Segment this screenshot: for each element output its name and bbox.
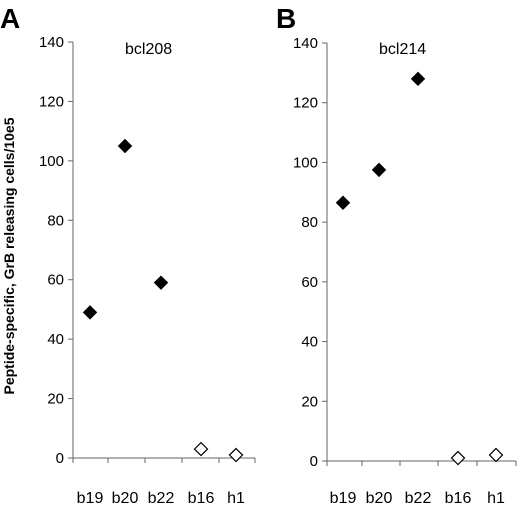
y-tick-label: 100 (39, 153, 64, 170)
data-point-b20 (371, 162, 387, 178)
data-point-b22 (153, 275, 169, 290)
x-tick-label: h1 (227, 490, 245, 507)
panel-letter: A (0, 3, 20, 34)
chart-title: bcl214 (379, 41, 426, 58)
y-tick-label: 120 (39, 93, 64, 110)
data-point-b20 (117, 138, 133, 154)
x-tick-label: b19 (77, 490, 104, 507)
y-tick-label: 60 (47, 272, 64, 289)
y-tick-label: 40 (47, 331, 64, 348)
panel-b: B bcl214 0 20 40 60 80 100 120 140 b19 b20 b22 b16 h… (276, 3, 517, 507)
data-point-b16 (193, 441, 209, 457)
data-point-b19 (82, 305, 98, 320)
x-tick-label: b22 (405, 490, 432, 507)
y-tick-label: 80 (301, 214, 318, 231)
panel-letter: B (276, 3, 296, 34)
y-tick-label: 120 (293, 95, 318, 112)
y-tick-label: 40 (301, 334, 318, 351)
y-tick-label: 60 (301, 274, 318, 291)
y-tick-label: 20 (301, 393, 318, 410)
y-tick-label: 0 (310, 453, 318, 470)
data-point-b16 (450, 450, 466, 466)
x-tick-label: b20 (366, 490, 393, 507)
y-axis-label: Peptide-specific, GrB releasing cells/10… (1, 117, 17, 394)
y-tick-label: 140 (293, 35, 318, 52)
y-tick-label: 20 (47, 391, 64, 408)
data-point-h1 (228, 447, 244, 463)
data-point-h1 (488, 447, 504, 463)
x-tick-label: b20 (112, 490, 139, 507)
x-tick-label: b16 (188, 490, 215, 507)
y-tick-label: 0 (56, 450, 64, 467)
x-tick-label: b16 (445, 490, 472, 507)
x-tick-label: h1 (487, 490, 505, 507)
y-tick-label: 80 (47, 212, 64, 229)
y-tick-label: 140 (39, 34, 64, 51)
x-tick-label: b19 (330, 490, 357, 507)
x-tick-label: b22 (148, 490, 175, 507)
data-point-b19 (335, 195, 351, 210)
chart-title: bcl208 (125, 41, 172, 58)
y-tick-label: 100 (293, 154, 318, 171)
data-point-b22 (410, 71, 426, 87)
panel-a: A bcl208 0 20 40 60 80 100 120 140 b19 b20 b22 b16 h… (0, 3, 256, 507)
